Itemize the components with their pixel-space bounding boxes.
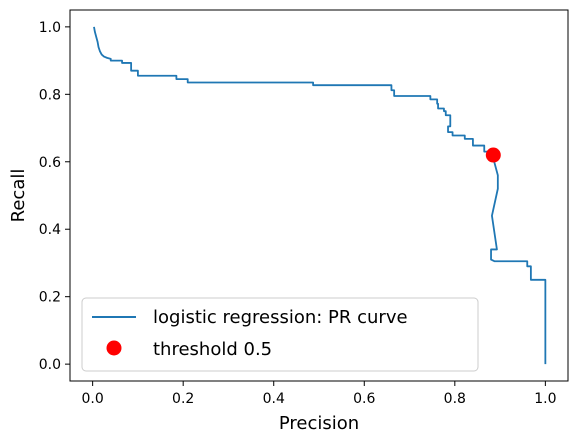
legend-box (81, 297, 479, 372)
y-tick-label: 0.2 (39, 290, 61, 306)
legend-marker-swatch (106, 340, 122, 356)
x-axis-label: Precision (279, 413, 359, 434)
x-tick-label: 1.0 (534, 391, 556, 407)
series-line-pr-curve (93, 26, 547, 365)
x-tick-label: 0.6 (353, 391, 375, 407)
legend-label-threshold: threshold 0.5 (153, 339, 272, 360)
y-tick-label: 0.4 (39, 222, 61, 238)
x-tick-label: 0.0 (82, 391, 104, 407)
y-axis: 0.0 0.2 0.4 0.6 0.8 1.0 (39, 20, 70, 373)
legend-label-pr-curve: logistic regression: PR curve (153, 307, 408, 328)
plot-area (93, 26, 547, 365)
x-tick-label: 0.2 (172, 391, 194, 407)
legend: logistic regression: PR curve threshold … (81, 297, 479, 372)
y-tick-label: 0.8 (39, 87, 61, 103)
x-axis: 0.0 0.2 0.4 0.6 0.8 1.0 (82, 381, 556, 407)
y-tick-label: 1.0 (39, 20, 61, 36)
x-tick-label: 0.8 (444, 391, 466, 407)
y-tick-label: 0.0 (39, 357, 61, 373)
axes-frame (69, 9, 569, 382)
x-tick-label: 0.4 (263, 391, 285, 407)
threshold-point (485, 147, 501, 163)
y-tick-label: 0.6 (39, 155, 61, 171)
y-axis-label: Recall (8, 169, 29, 223)
